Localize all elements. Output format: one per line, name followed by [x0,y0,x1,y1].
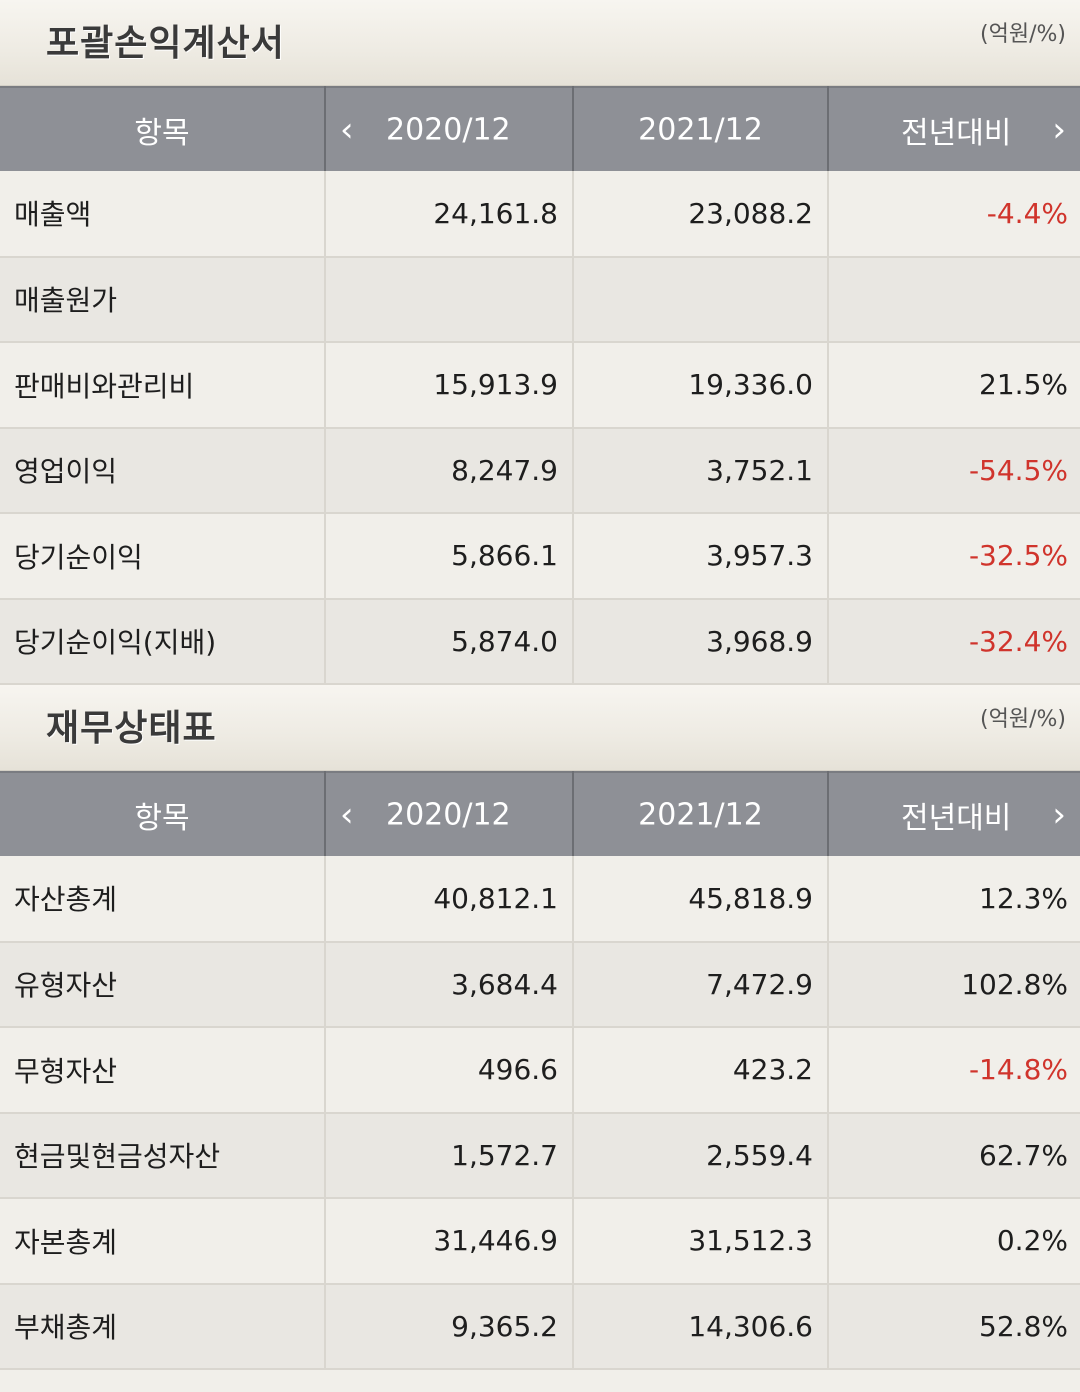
yoy-change: 62.7% [828,1112,1080,1199]
yoy-change: -32.5% [828,513,1080,600]
balance-sheet-title: 재무상태표 [46,708,217,749]
value-2021: 3,752.1 [573,427,829,514]
balance-sheet-table: 항목 ‹ 2020/12 2021/12 전년대비 › 자산총계 40,812.… [0,771,1080,1370]
income-unit-label: (억원/%) [980,22,1066,47]
value-2020: 496.6 [325,1027,574,1114]
value-2021: 7,472.9 [573,941,829,1028]
column-header-compare: 전년대비 › [828,771,1080,856]
value-2020: 1,572.7 [325,1112,574,1199]
value-2020: 3,684.4 [325,941,574,1028]
row-label: 당기순이익 [0,513,326,600]
yoy-change: 52.8% [828,1283,1080,1370]
value-2021: 45,818.9 [573,856,829,943]
table-row: 당기순이익(지배) 5,874.0 3,968.9 -32.4% [0,598,1080,685]
value-2020: 15,913.9 [325,342,574,429]
chevron-left-icon[interactable]: ‹ [340,109,354,150]
value-2020: 24,161.8 [325,171,574,258]
yoy-change: 0.2% [828,1198,1080,1285]
table-row: 자본총계 31,446.9 31,512.3 0.2% [0,1198,1080,1285]
table-row: 무형자산 496.6 423.2 -14.8% [0,1027,1080,1114]
row-label: 매출액 [0,171,326,258]
table-row: 유형자산 3,684.4 7,472.9 102.8% [0,941,1080,1028]
table-row: 매출원가 [0,256,1080,343]
value-2021: 423.2 [573,1027,829,1114]
value-2020: 40,812.1 [325,856,574,943]
balance-unit-label: (억원/%) [980,707,1066,732]
column-header-compare: 전년대비 › [828,86,1080,171]
column-header-year2: 2021/12 [573,771,829,856]
row-label: 매출원가 [0,256,326,343]
column-header-year2: 2021/12 [573,86,829,171]
value-2021: 3,968.9 [573,598,829,685]
income-statement-header: 포괄손익계산서 (억원/%) [0,0,1080,86]
table-row: 매출액 24,161.8 23,088.2 -4.4% [0,171,1080,258]
value-2021 [573,256,829,343]
value-2021: 31,512.3 [573,1198,829,1285]
yoy-change: -14.8% [828,1027,1080,1114]
yoy-change: -54.5% [828,427,1080,514]
chevron-right-icon[interactable]: › [1052,794,1066,835]
balance-sheet-header: 재무상태표 (억원/%) [0,685,1080,771]
row-label: 무형자산 [0,1027,326,1114]
row-label: 자본총계 [0,1198,326,1285]
value-2021: 14,306.6 [573,1283,829,1370]
row-label: 당기순이익(지배) [0,598,326,685]
chevron-right-icon[interactable]: › [1052,109,1066,150]
value-2020: 5,866.1 [325,513,574,600]
income-statement-table: 항목 ‹ 2020/12 2021/12 전년대비 › 매출액 24,161.8… [0,86,1080,685]
table-row: 부채총계 9,365.2 14,306.6 52.8% [0,1283,1080,1370]
table-row: 영업이익 8,247.9 3,752.1 -54.5% [0,427,1080,514]
value-2020 [325,256,574,343]
income-statement-title: 포괄손익계산서 [46,23,285,64]
yoy-change: -32.4% [828,598,1080,685]
table-row: 현금및현금성자산 1,572.7 2,559.4 62.7% [0,1112,1080,1199]
value-2021: 19,336.0 [573,342,829,429]
column-header-item: 항목 [0,771,326,856]
value-2021: 3,957.3 [573,513,829,600]
row-label: 판매비와관리비 [0,342,326,429]
yoy-change: -4.4% [828,171,1080,258]
yoy-change: 21.5% [828,342,1080,429]
value-2020: 9,365.2 [325,1283,574,1370]
value-2020: 5,874.0 [325,598,574,685]
chevron-left-icon[interactable]: ‹ [340,794,354,835]
row-label: 유형자산 [0,941,326,1028]
column-header-year1: ‹ 2020/12 [325,86,574,171]
column-header-item: 항목 [0,86,326,171]
table-row: 당기순이익 5,866.1 3,957.3 -32.5% [0,513,1080,600]
value-2020: 31,446.9 [325,1198,574,1285]
value-2021: 23,088.2 [573,171,829,258]
table-row: 자산총계 40,812.1 45,818.9 12.3% [0,856,1080,943]
column-header-year1: ‹ 2020/12 [325,771,574,856]
row-label: 현금및현금성자산 [0,1112,326,1199]
yoy-change: 12.3% [828,856,1080,943]
value-2021: 2,559.4 [573,1112,829,1199]
table-row: 판매비와관리비 15,913.9 19,336.0 21.5% [0,342,1080,429]
value-2020: 8,247.9 [325,427,574,514]
yoy-change: 102.8% [828,941,1080,1028]
row-label: 자산총계 [0,856,326,943]
row-label: 영업이익 [0,427,326,514]
row-label: 부채총계 [0,1283,326,1370]
yoy-change [828,256,1080,343]
